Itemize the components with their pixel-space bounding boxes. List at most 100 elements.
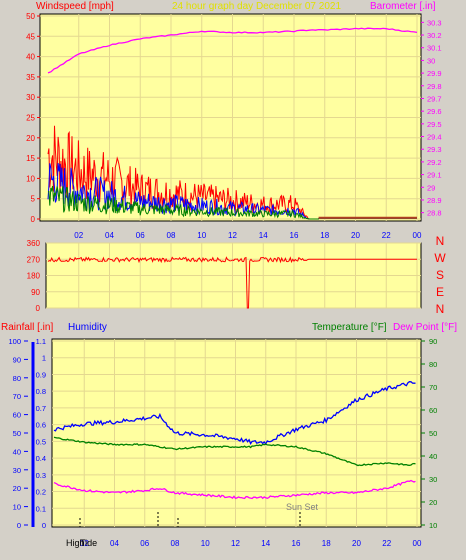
temperature-tick-label: 50	[429, 429, 437, 438]
wind-x-tick-label: 00	[413, 231, 422, 240]
rain-tick-label: 0.3	[36, 471, 46, 480]
wind-x-tick-label: 06	[136, 231, 145, 240]
humidity-x-tick-label: 22	[382, 539, 391, 548]
humidity-x-tick-label: 14	[261, 539, 270, 548]
humidity-x-tick-label: 04	[110, 539, 119, 548]
rainfall-axis-title: Rainfall [.in]	[1, 322, 53, 333]
windspeed-tick-label: 45	[26, 32, 35, 41]
rain-tick-label: 0	[42, 521, 46, 530]
wind-x-ticks: 02 04 06 08 10 12 14 16 18 20 22 00	[74, 231, 422, 240]
barometer-tick-label: 30.2	[427, 31, 442, 40]
rain-tick-label: 0.1	[36, 504, 46, 513]
humidity-tick-label: 100	[8, 337, 21, 346]
high-tide-label-tide: Tide	[80, 538, 97, 548]
wind-series	[47, 27, 418, 220]
direction-tick-label: 90	[31, 288, 40, 297]
barometer-tick-label: 29.8	[427, 82, 442, 91]
chart-title: 24 hour graph day December 07 2021	[172, 1, 341, 12]
dewpoint-axis-title: Dew Point [°F]	[393, 322, 457, 333]
humidity-ticks: 0 10 20 30 40 50 60 70 80 90 100	[8, 337, 28, 530]
high-tide-label-high: High	[66, 538, 85, 548]
wind-plot-grid	[40, 14, 421, 221]
barometer-tick-label: 29.5	[427, 120, 442, 129]
humidity-x-tick-label: 12	[231, 539, 240, 548]
humidity-plot-area	[51, 338, 422, 528]
rain-tick-label: 0.8	[36, 387, 46, 396]
humidity-tick-label: 10	[13, 503, 21, 512]
windspeed-tick-label: 5	[31, 195, 36, 204]
direction-tick-label: 180	[27, 272, 41, 281]
compass-label: N	[436, 302, 445, 316]
barometer-tick-label: 29.6	[427, 107, 442, 116]
humidity-line	[53, 381, 416, 446]
barometer-tick-label: 30	[427, 56, 435, 65]
humidity-x-tick-label: 02	[80, 539, 89, 548]
temperature-tick-label: 90	[429, 337, 437, 346]
windspeed-tick-label: 10	[26, 174, 35, 183]
rain-ticks: 0 0.1 0.2 0.3 0.4 0.5 0.6 0.7 0.8 0.9 1 1.1	[36, 337, 46, 530]
wind-x-tick-label: 18	[320, 231, 329, 240]
temperature-tick-label: 30	[429, 475, 437, 484]
humidity-series	[53, 381, 416, 500]
compass-label: E	[436, 285, 444, 299]
direction-series	[47, 256, 417, 309]
windspeed-tick-label: 50	[26, 12, 35, 21]
temperature-line	[53, 436, 416, 467]
barometer-tick-label: 28.9	[427, 196, 442, 205]
humidity-x-tick-label: 08	[171, 539, 180, 548]
barometer-tick-label: 29.3	[427, 145, 442, 154]
rain-tick-label: 1.1	[36, 337, 46, 346]
windspeed-tick-label: 0	[31, 215, 36, 224]
humidity-tick-label: 70	[13, 392, 21, 401]
barometer-tick-label: 30.3	[427, 18, 442, 27]
windspeed-axis-title: Windspeed [mph]	[36, 1, 114, 12]
windspeed-tick-label: 35	[26, 73, 35, 82]
wind-x-tick-label: 12	[228, 231, 237, 240]
humidity-x-ticks: 02 04 06 08 10 12 14 16 18 20 22 00	[80, 539, 422, 548]
windspeed-tick-label: 40	[26, 53, 35, 62]
temperature-tick-label: 70	[429, 383, 437, 392]
rain-tick-label: 0.2	[36, 488, 46, 497]
rain-tick-label: 0.7	[36, 404, 46, 413]
windspeed-tick-label: 30	[26, 93, 35, 102]
wind-x-tick-label: 14	[259, 231, 268, 240]
temperature-ticks: 10 20 30 40 50 60 70 80 90	[421, 337, 437, 530]
windspeed-tick-label: 25	[26, 114, 35, 123]
barometer-tick-label: 29.4	[427, 133, 442, 142]
direction-line	[47, 256, 417, 309]
rain-tick-label: 0.5	[36, 437, 46, 446]
windspeed-tick-label: 15	[26, 154, 35, 163]
direction-ticks: 0 90 180 270 360	[27, 239, 41, 313]
sunset-label: Sun Set	[286, 502, 319, 512]
humidity-tick-label: 40	[13, 447, 21, 456]
wind-x-tick-label: 16	[290, 231, 299, 240]
wind-x-tick-label: 20	[351, 231, 360, 240]
barometer-tick-label: 29.2	[427, 158, 442, 167]
temperature-tick-label: 20	[429, 498, 437, 507]
temperature-tick-label: 60	[429, 406, 437, 415]
barometer-tick-label: 29.9	[427, 69, 442, 78]
compass-label: N	[436, 234, 445, 248]
humidity-x-tick-label: 06	[140, 539, 149, 548]
barometer-tick-label: 29.7	[427, 94, 442, 103]
windspeed-ticks: 0 5 10 15 20 25 30 35 40 45 50	[26, 12, 40, 224]
humidity-axis-title: Humidity	[68, 322, 107, 333]
compass-label: S	[436, 268, 444, 282]
humidity-x-tick-label: 18	[322, 539, 331, 548]
wind-x-tick-label: 22	[382, 231, 391, 240]
humidity-tick-label: 90	[13, 355, 21, 364]
barometer-tick-label: 29.1	[427, 171, 442, 180]
barometer-ticks: 28.8 28.9 29 29.1 29.2 29.3 29.4 29.5 29.6 29.7 29…	[421, 18, 442, 218]
humidity-x-tick-label: 20	[352, 539, 361, 548]
humidity-x-tick-label: 00	[413, 539, 422, 548]
dewpoint-line	[53, 479, 416, 500]
barometer-line	[47, 27, 418, 74]
barometer-axis-title: Barometer [.in]	[370, 1, 436, 12]
temperature-tick-label: 40	[429, 452, 437, 461]
compass-label: W	[434, 251, 446, 265]
temperature-tick-label: 80	[429, 360, 437, 369]
temperature-axis-title: Temperature [°F]	[312, 322, 387, 333]
windspeed-tick-label: 20	[26, 134, 35, 143]
